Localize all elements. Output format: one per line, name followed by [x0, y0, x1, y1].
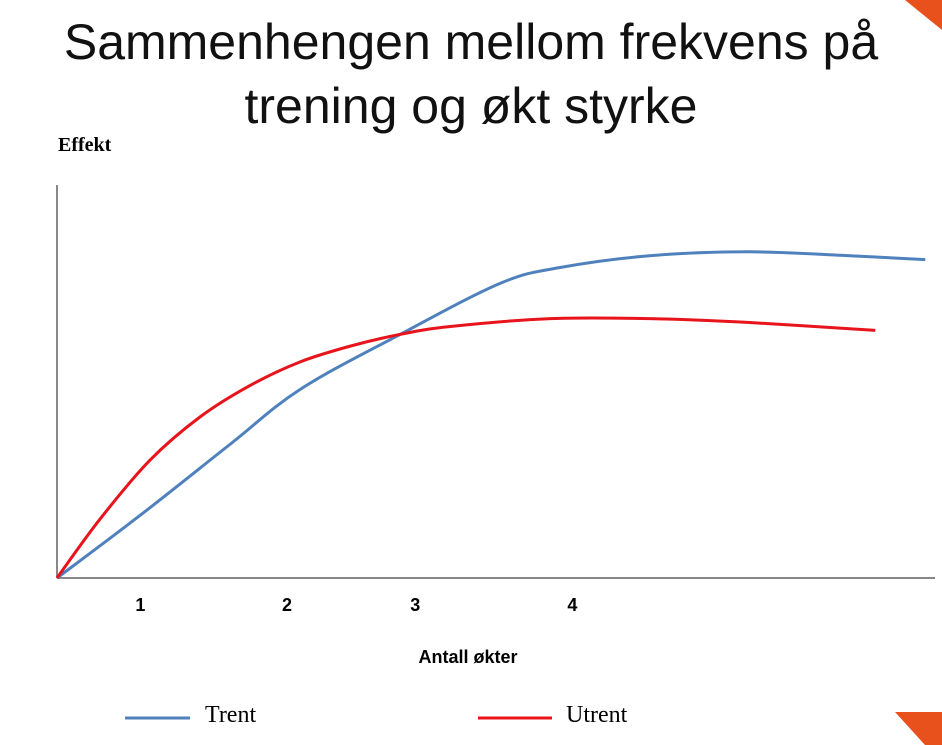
x-axis-title: Antall økter	[418, 647, 517, 667]
decoration	[905, 0, 942, 30]
x-tick-label: 1	[135, 595, 145, 615]
decoration	[895, 712, 942, 745]
slide-title: Sammenhengen mellom frekvens på trening …	[63, 14, 879, 134]
line	[55, 316, 876, 579]
y-axis-title: Effekt	[58, 134, 112, 156]
x-tick-label: 4	[567, 595, 577, 615]
legend-label: Trent	[205, 702, 256, 728]
legend-label: Utrent	[566, 702, 628, 728]
x-tick-label: 2	[282, 595, 292, 615]
x-tick-label: 3	[410, 595, 420, 615]
line	[56, 250, 926, 580]
